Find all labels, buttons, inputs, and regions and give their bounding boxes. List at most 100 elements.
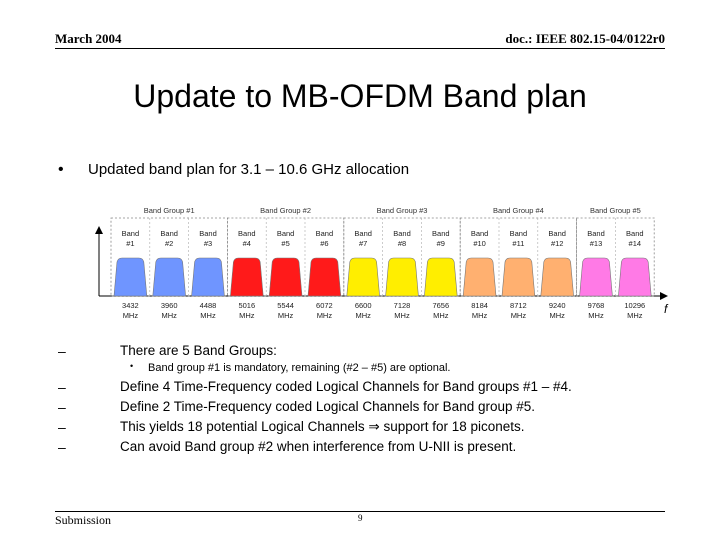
frequency-unit: MHz xyxy=(394,311,410,320)
band-bar xyxy=(346,257,380,297)
band-bar xyxy=(424,257,458,297)
frequency-unit: MHz xyxy=(161,311,177,320)
band-number: #3 xyxy=(204,239,212,248)
frequency-tick-label: 8712 xyxy=(510,301,527,310)
sub-sub-bullet: Band group #1 is mandatory, remaining (#… xyxy=(148,362,451,374)
band-number: #14 xyxy=(629,239,642,248)
band-label: Band xyxy=(393,229,411,238)
frequency-unit: MHz xyxy=(588,311,604,320)
band-number: #8 xyxy=(398,239,406,248)
dash-icon: – xyxy=(58,419,66,435)
band-label: Band xyxy=(122,229,140,238)
band-group-label: Band Group #1 xyxy=(144,206,195,215)
sub-bullet-4: This yields 18 potential Logical Channel… xyxy=(120,419,525,434)
band-label: Band xyxy=(587,229,605,238)
band-group-label: Band Group #4 xyxy=(493,206,544,215)
band-bar xyxy=(540,257,574,297)
band-number: #4 xyxy=(243,239,251,248)
bullet-dot-icon: • xyxy=(58,161,64,178)
frequency-tick-label: 7128 xyxy=(394,301,411,310)
dash-icon: – xyxy=(58,379,66,395)
band-bar xyxy=(152,257,186,297)
sub-bullet-2: Define 4 Time-Frequency coded Logical Ch… xyxy=(120,379,572,394)
sub-bullet-3: Define 2 Time-Frequency coded Logical Ch… xyxy=(120,399,535,414)
band-group-label: Band Group #5 xyxy=(590,206,641,215)
band-bar xyxy=(501,257,536,297)
frequency-tick-label: 9240 xyxy=(549,301,566,310)
band-label: Band xyxy=(548,229,566,238)
frequency-tick-label: 6072 xyxy=(316,301,333,310)
dash-icon: – xyxy=(58,343,66,359)
band-number: #1 xyxy=(126,239,134,248)
band-bar xyxy=(268,257,303,297)
band-group-label: Band Group #2 xyxy=(260,206,311,215)
band-bar xyxy=(385,257,419,297)
main-bullet: Updated band plan for 3.1 – 10.6 GHz all… xyxy=(88,161,410,178)
x-axis-arrow-icon xyxy=(660,292,668,300)
band-number: #12 xyxy=(551,239,564,248)
band-number: #9 xyxy=(437,239,445,248)
band-number: #2 xyxy=(165,239,173,248)
band-number: #11 xyxy=(512,239,524,248)
band-label: Band xyxy=(199,229,217,238)
page-number: 9 xyxy=(358,513,363,523)
band-bar xyxy=(113,257,148,297)
frequency-tick-label: 3960 xyxy=(161,301,178,310)
band-bar xyxy=(230,257,264,297)
frequency-tick-label: 5544 xyxy=(277,301,294,310)
frequency-unit: MHz xyxy=(278,311,294,320)
band-label: Band xyxy=(626,229,644,238)
frequency-unit: MHz xyxy=(200,311,216,320)
frequency-tick-label: 4488 xyxy=(200,301,217,310)
frequency-unit: MHz xyxy=(511,311,527,320)
frequency-tick-label: 8184 xyxy=(471,301,488,310)
band-bar xyxy=(307,257,342,297)
band-number: #7 xyxy=(359,239,367,248)
band-bar xyxy=(579,257,613,297)
frequency-tick-label: 7656 xyxy=(432,301,449,310)
band-number: #5 xyxy=(281,239,289,248)
header-rule xyxy=(55,48,665,49)
frequency-tick-label: 3432 xyxy=(122,301,139,310)
band-label: Band xyxy=(510,229,528,238)
header-date: March 2004 xyxy=(55,31,122,46)
band-number: #10 xyxy=(473,239,486,248)
band-label: Band xyxy=(238,229,256,238)
y-axis-arrow-icon xyxy=(95,226,103,234)
dash-icon: – xyxy=(58,399,66,415)
frequency-unit: MHz xyxy=(317,311,333,320)
band-number: #6 xyxy=(320,239,328,248)
footer-rule xyxy=(55,511,665,512)
band-label: Band xyxy=(354,229,372,238)
frequency-unit: MHz xyxy=(123,311,139,320)
header-doc-id: doc.: IEEE 802.15-04/0122r0 xyxy=(505,31,665,46)
band-bar xyxy=(462,257,497,297)
frequency-unit: MHz xyxy=(355,311,371,320)
sub-bullet-5: Can avoid Band group #2 when interferenc… xyxy=(120,439,517,454)
frequency-unit: MHz xyxy=(627,311,643,320)
dash-icon: – xyxy=(58,439,66,455)
frequency-tick-label: 9768 xyxy=(588,301,605,310)
frequency-unit: MHz xyxy=(472,311,488,320)
frequency-tick-label: 5016 xyxy=(238,301,255,310)
band-label: Band xyxy=(277,229,295,238)
frequency-unit: MHz xyxy=(549,311,565,320)
footer-submission: Submission xyxy=(55,513,112,527)
sub-sub-bullet-dot-icon: • xyxy=(130,361,134,371)
band-number: #13 xyxy=(590,239,603,248)
band-group-label: Band Group #3 xyxy=(377,206,428,215)
band-label: Band xyxy=(316,229,334,238)
band-bar xyxy=(191,257,225,297)
frequency-tick-label: 6600 xyxy=(355,301,372,310)
band-bar xyxy=(618,257,652,297)
band-group-frame xyxy=(576,217,655,297)
band-label: Band xyxy=(471,229,489,238)
axis-label: f xyxy=(664,302,669,316)
frequency-tick-label: 10296 xyxy=(624,301,645,310)
band-label: Band xyxy=(432,229,450,238)
band-label: Band xyxy=(160,229,178,238)
sub-bullet-1: There are 5 Band Groups: xyxy=(120,343,277,358)
slide-title: Update to MB-OFDM Band plan xyxy=(133,78,587,114)
frequency-unit: MHz xyxy=(239,311,255,320)
